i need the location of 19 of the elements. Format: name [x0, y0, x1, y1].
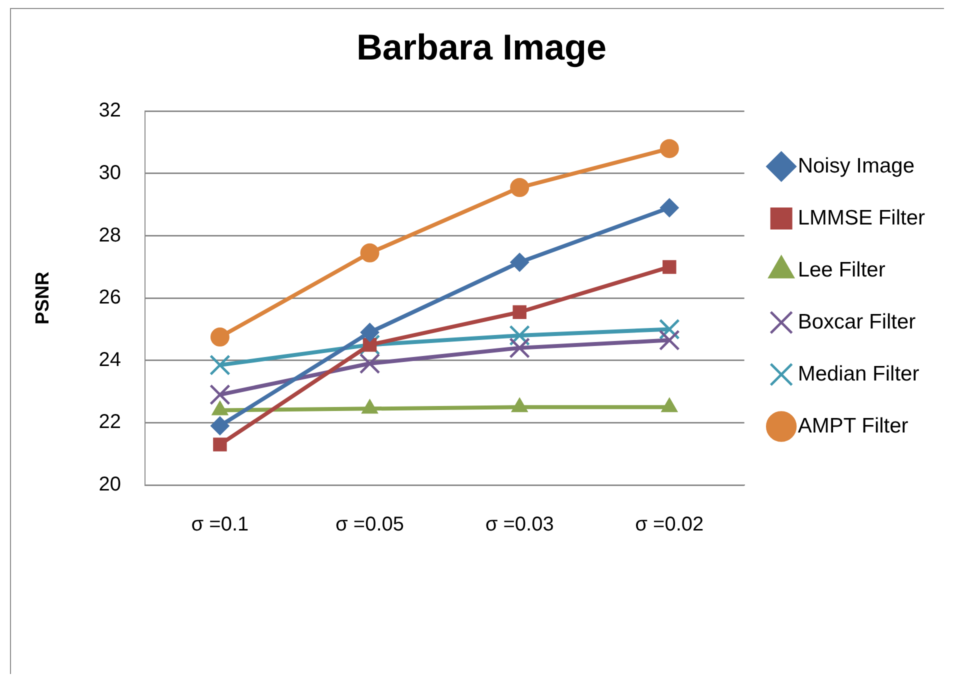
chart-title: Barbara Image — [356, 26, 607, 68]
x-tick-label: σ =0.05 — [336, 514, 404, 536]
y-tick-label: 26 — [98, 286, 122, 309]
y-tick-label: 30 — [98, 162, 122, 184]
y-axis-title: PSNR — [32, 271, 54, 324]
legend-label: Boxcar Filter — [798, 310, 916, 334]
y-tick-label: 22 — [98, 411, 122, 434]
legend-label: AMPT Filter — [798, 414, 908, 438]
legend-label: LMMSE Filter — [798, 206, 926, 230]
x-tick-label: σ =0.1 — [191, 514, 249, 536]
legend-label: Noisy Image — [798, 154, 915, 178]
y-tick-label: 32 — [98, 100, 122, 122]
y-tick-label: 28 — [98, 224, 122, 246]
x-tick-label: σ =0.03 — [485, 514, 554, 536]
legend-label: Median Filter — [798, 362, 920, 386]
y-tick-label: 24 — [98, 348, 122, 371]
y-tick-label: 20 — [98, 474, 122, 496]
legend-label: Lee Filter — [798, 258, 886, 282]
x-tick-label: σ =0.02 — [635, 514, 704, 536]
